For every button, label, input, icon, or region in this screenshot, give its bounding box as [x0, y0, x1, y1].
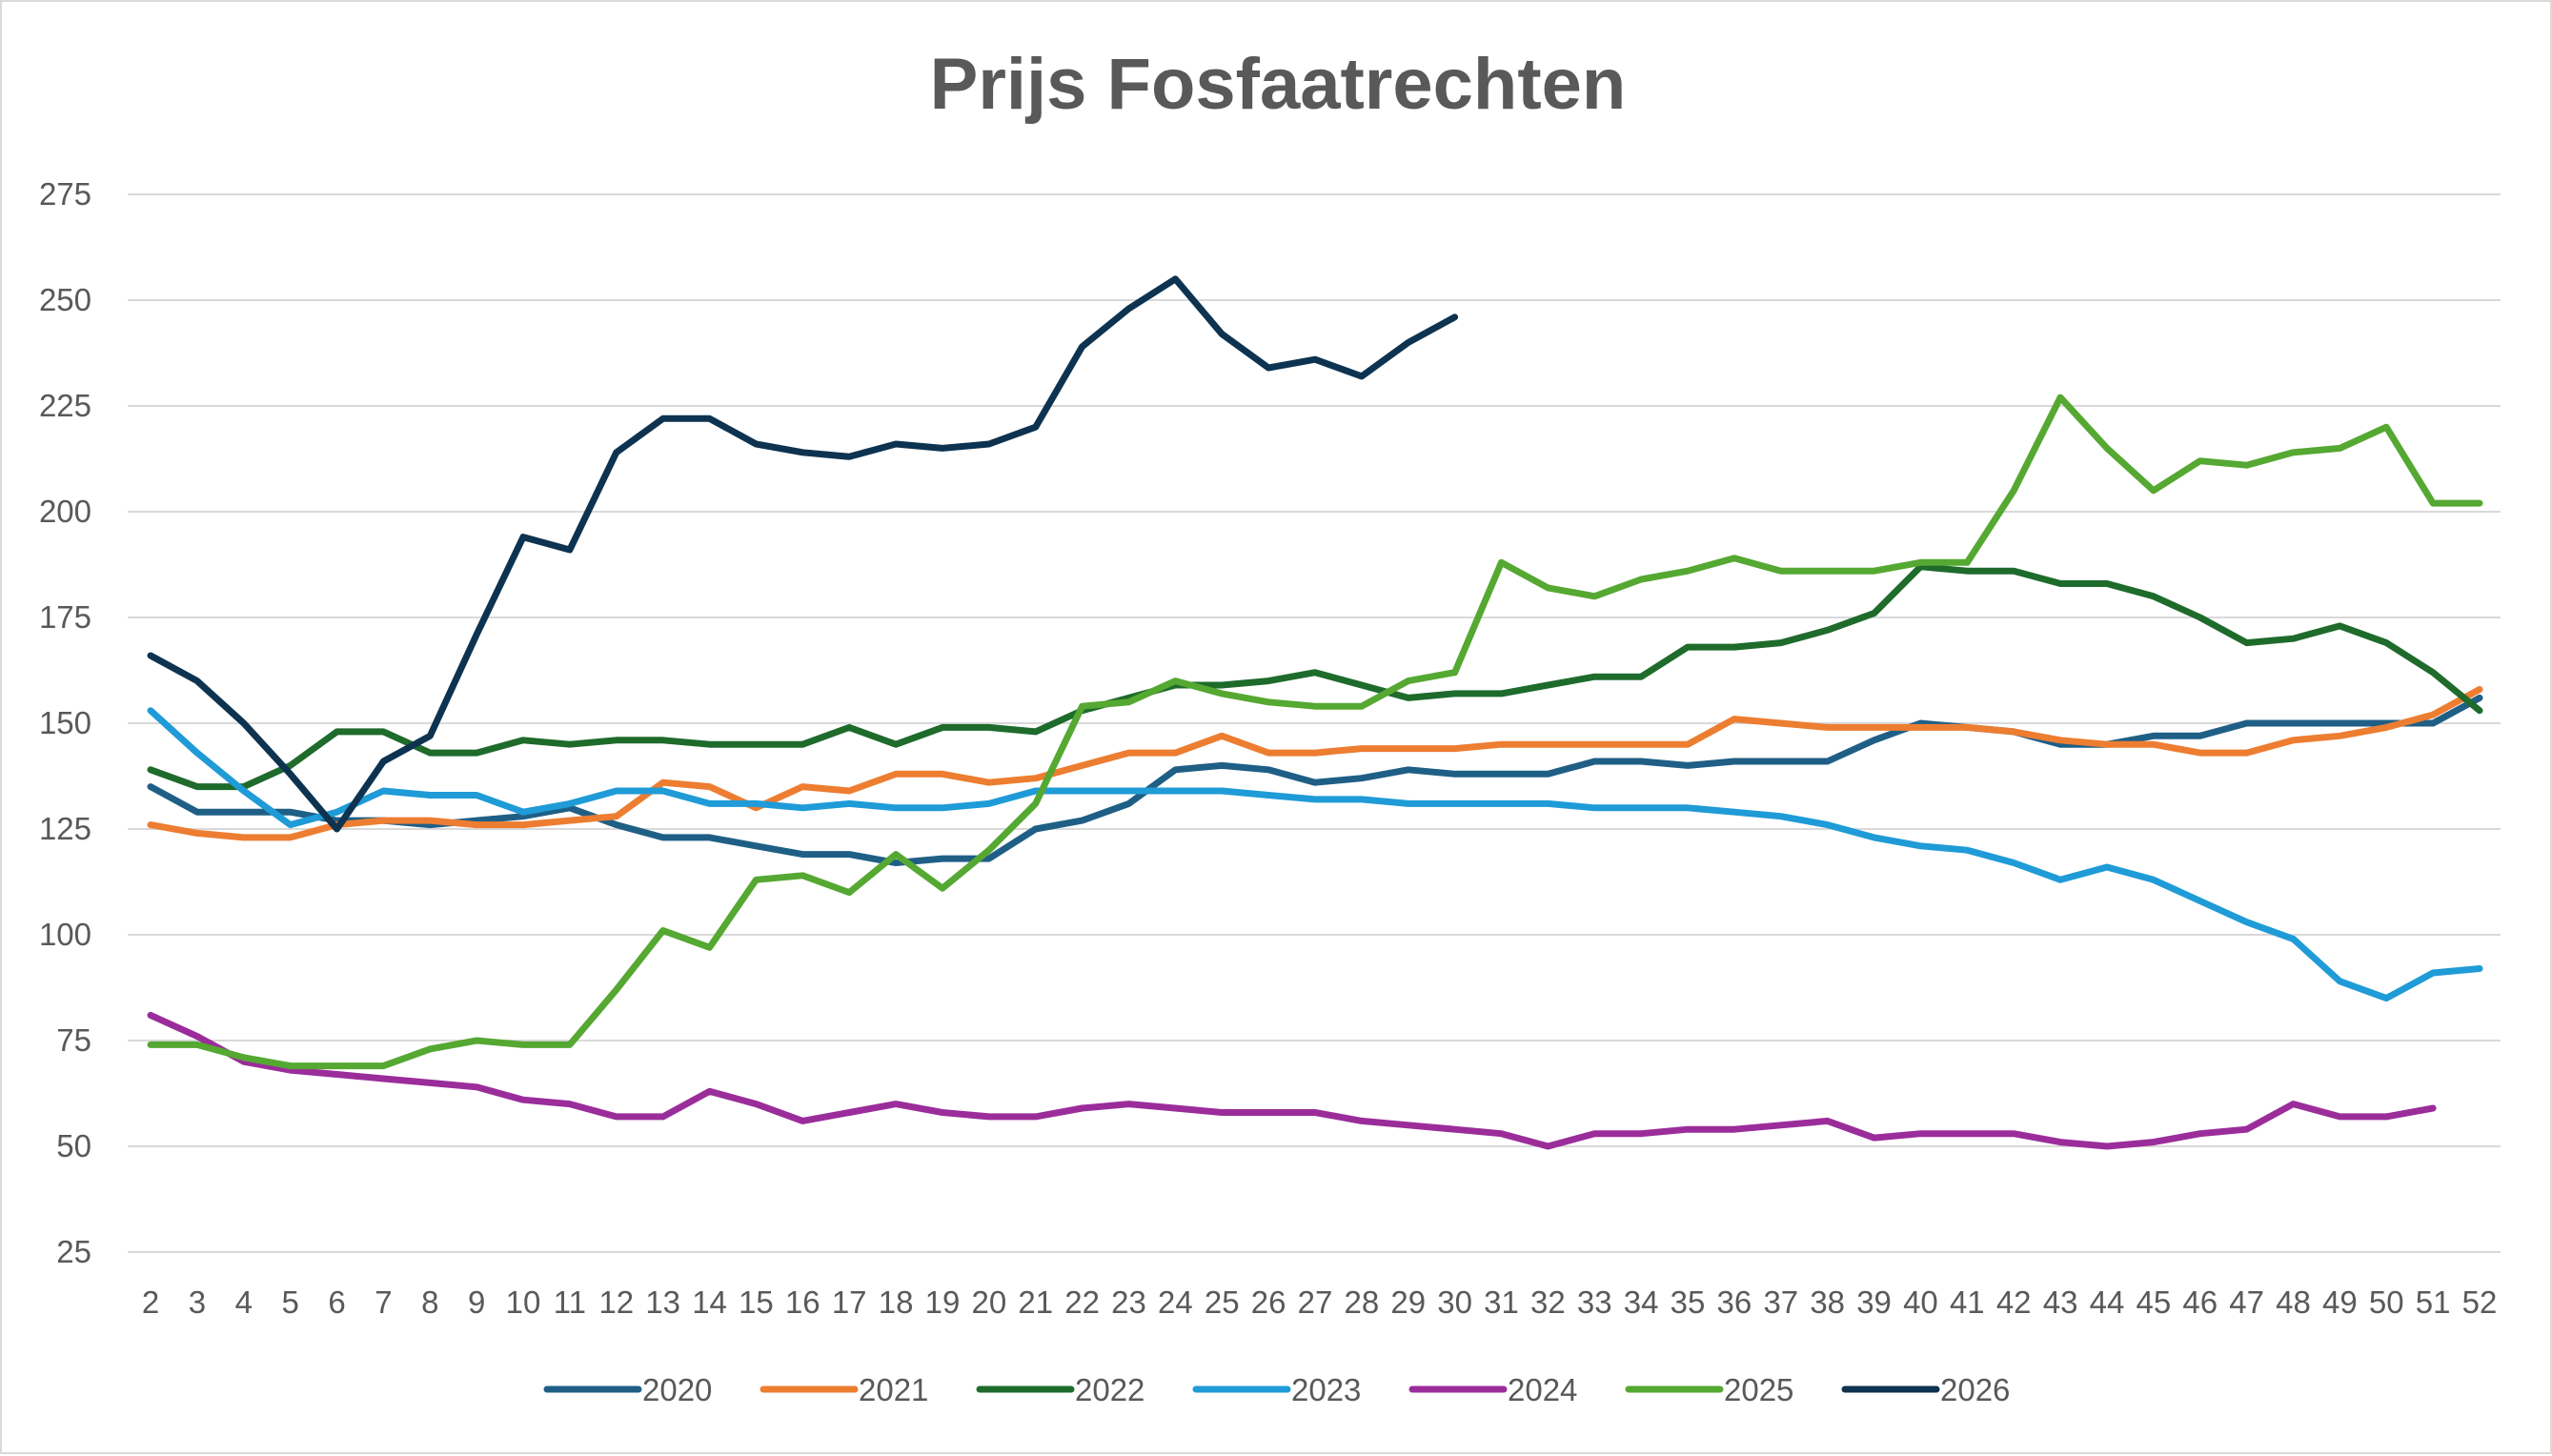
x-tick-label: 29 — [1390, 1284, 1426, 1320]
legend-label-2022: 2022 — [1075, 1372, 1144, 1407]
y-tick-label: 125 — [39, 811, 91, 846]
legend-label-2021: 2021 — [859, 1372, 928, 1407]
x-tick-label: 40 — [1903, 1284, 1938, 1320]
x-tick-label: 3 — [189, 1284, 206, 1320]
series-line-2025 — [147, 394, 2483, 1070]
y-tick-label: 75 — [56, 1022, 91, 1058]
x-tick-label: 36 — [1717, 1284, 1752, 1320]
x-tick-label: 26 — [1251, 1284, 1286, 1320]
x-tick-label: 14 — [692, 1284, 727, 1320]
x-tick-label: 17 — [832, 1284, 867, 1320]
x-tick-label: 22 — [1064, 1284, 1100, 1320]
y-tick-label: 250 — [39, 282, 91, 317]
legend-label-2026: 2026 — [1940, 1372, 2010, 1407]
x-tick-label: 43 — [2043, 1284, 2078, 1320]
legend: 2020 2021 2022 2023 2024 2025 2026 — [543, 1372, 2010, 1407]
legend-label-2023: 2023 — [1291, 1372, 1361, 1407]
x-tick-label: 39 — [1856, 1284, 1892, 1320]
data-series — [147, 275, 2483, 1150]
x-tick-label: 23 — [1111, 1284, 1146, 1320]
gridlines — [128, 193, 2501, 1253]
x-tick-label: 33 — [1577, 1284, 1612, 1320]
x-tick-label: 41 — [1950, 1284, 1985, 1320]
legend-label-2020: 2020 — [642, 1372, 712, 1407]
y-tick-label: 275 — [39, 176, 91, 212]
y-tick-label: 100 — [39, 917, 91, 952]
x-tick-label: 15 — [739, 1284, 774, 1320]
series-line-2024 — [147, 1011, 2437, 1150]
x-tick-label: 5 — [281, 1284, 298, 1320]
x-tick-label: 16 — [785, 1284, 820, 1320]
x-tick-label: 48 — [2276, 1284, 2311, 1320]
x-tick-label: 11 — [554, 1284, 586, 1320]
x-tick-label: 35 — [1671, 1284, 1706, 1320]
x-tick-label: 42 — [1996, 1284, 2032, 1320]
x-tick-label: 2 — [142, 1284, 159, 1320]
legend-label-2024: 2024 — [1508, 1372, 1577, 1407]
x-tick-label: 9 — [468, 1284, 485, 1320]
x-tick-label: 6 — [328, 1284, 345, 1320]
x-axis-labels: 2 3 4 5 6 7 8 9 10 11 12 13 14 15 16 17 18 19 20 21 22 23 24 25… — [142, 1284, 2498, 1320]
x-tick-label: 34 — [1624, 1284, 1659, 1320]
x-tick-label: 44 — [2090, 1284, 2125, 1320]
legend-label-2025: 2025 — [1724, 1372, 1793, 1407]
x-tick-label: 38 — [1810, 1284, 1845, 1320]
x-tick-label: 47 — [2229, 1284, 2264, 1320]
y-tick-label: 200 — [39, 494, 91, 529]
x-tick-label: 45 — [2136, 1284, 2171, 1320]
x-tick-label: 31 — [1484, 1284, 1519, 1320]
x-tick-label: 28 — [1345, 1284, 1380, 1320]
x-tick-label: 27 — [1298, 1284, 1333, 1320]
x-tick-label: 21 — [1018, 1284, 1053, 1320]
y-tick-label: 175 — [39, 599, 91, 635]
x-tick-label: 37 — [1763, 1284, 1798, 1320]
series-line-2021 — [147, 686, 2483, 841]
x-tick-label: 8 — [421, 1284, 438, 1320]
x-tick-label: 12 — [598, 1284, 634, 1320]
x-tick-label: 24 — [1158, 1284, 1193, 1320]
x-tick-label: 4 — [235, 1284, 253, 1320]
x-tick-label: 32 — [1530, 1284, 1566, 1320]
y-tick-label: 50 — [56, 1128, 91, 1163]
x-tick-label: 18 — [879, 1284, 914, 1320]
x-tick-label: 20 — [971, 1284, 1006, 1320]
chart-title: Prijs Fosfaatrechten — [930, 44, 1627, 125]
y-tick-label: 150 — [39, 705, 91, 740]
x-tick-label: 13 — [645, 1284, 680, 1320]
x-tick-label: 52 — [2462, 1284, 2498, 1320]
x-tick-label: 30 — [1437, 1284, 1472, 1320]
x-tick-label: 7 — [375, 1284, 392, 1320]
series-line-2026 — [147, 275, 1459, 833]
x-tick-label: 51 — [2416, 1284, 2451, 1320]
x-tick-label: 25 — [1205, 1284, 1240, 1320]
series-line-2023 — [147, 707, 2483, 1002]
x-tick-label: 46 — [2182, 1284, 2218, 1320]
y-tick-label: 25 — [56, 1234, 91, 1269]
y-axis-labels: 25 50 75 100 125 150 175 200 225 250 275 — [39, 176, 91, 1269]
x-tick-label: 49 — [2322, 1284, 2358, 1320]
series-line-2022 — [147, 563, 2483, 791]
x-tick-label: 10 — [506, 1284, 541, 1320]
y-tick-label: 225 — [39, 388, 91, 423]
x-tick-label: 19 — [925, 1284, 961, 1320]
x-tick-label: 50 — [2369, 1284, 2404, 1320]
